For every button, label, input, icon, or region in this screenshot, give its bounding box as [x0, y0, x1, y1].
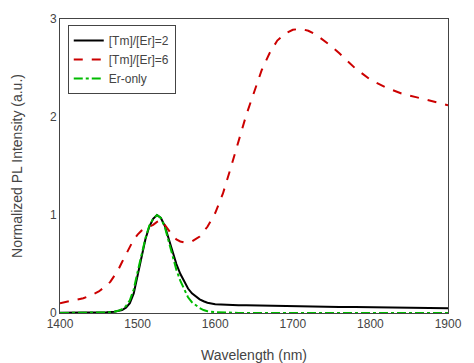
svg-text:[Tm]/[Er]=6: [Tm]/[Er]=6	[109, 53, 169, 67]
svg-text:1600: 1600	[202, 317, 229, 331]
svg-text:0: 0	[50, 306, 57, 320]
svg-text:Normalized PL Intensity (a.u.): Normalized PL Intensity (a.u.)	[9, 74, 25, 258]
svg-text:1400: 1400	[47, 317, 74, 331]
svg-text:1800: 1800	[357, 317, 384, 331]
svg-text:3: 3	[50, 12, 57, 26]
svg-text:1900: 1900	[435, 317, 462, 331]
svg-text:[Tm]/[Er]=2: [Tm]/[Er]=2	[109, 34, 169, 48]
svg-text:Er-only: Er-only	[109, 72, 147, 86]
svg-text:Wavelength (nm): Wavelength (nm)	[201, 347, 307, 363]
svg-text:1500: 1500	[124, 317, 151, 331]
svg-text:1: 1	[50, 208, 57, 222]
svg-text:1700: 1700	[279, 317, 306, 331]
svg-text:2: 2	[50, 110, 57, 124]
